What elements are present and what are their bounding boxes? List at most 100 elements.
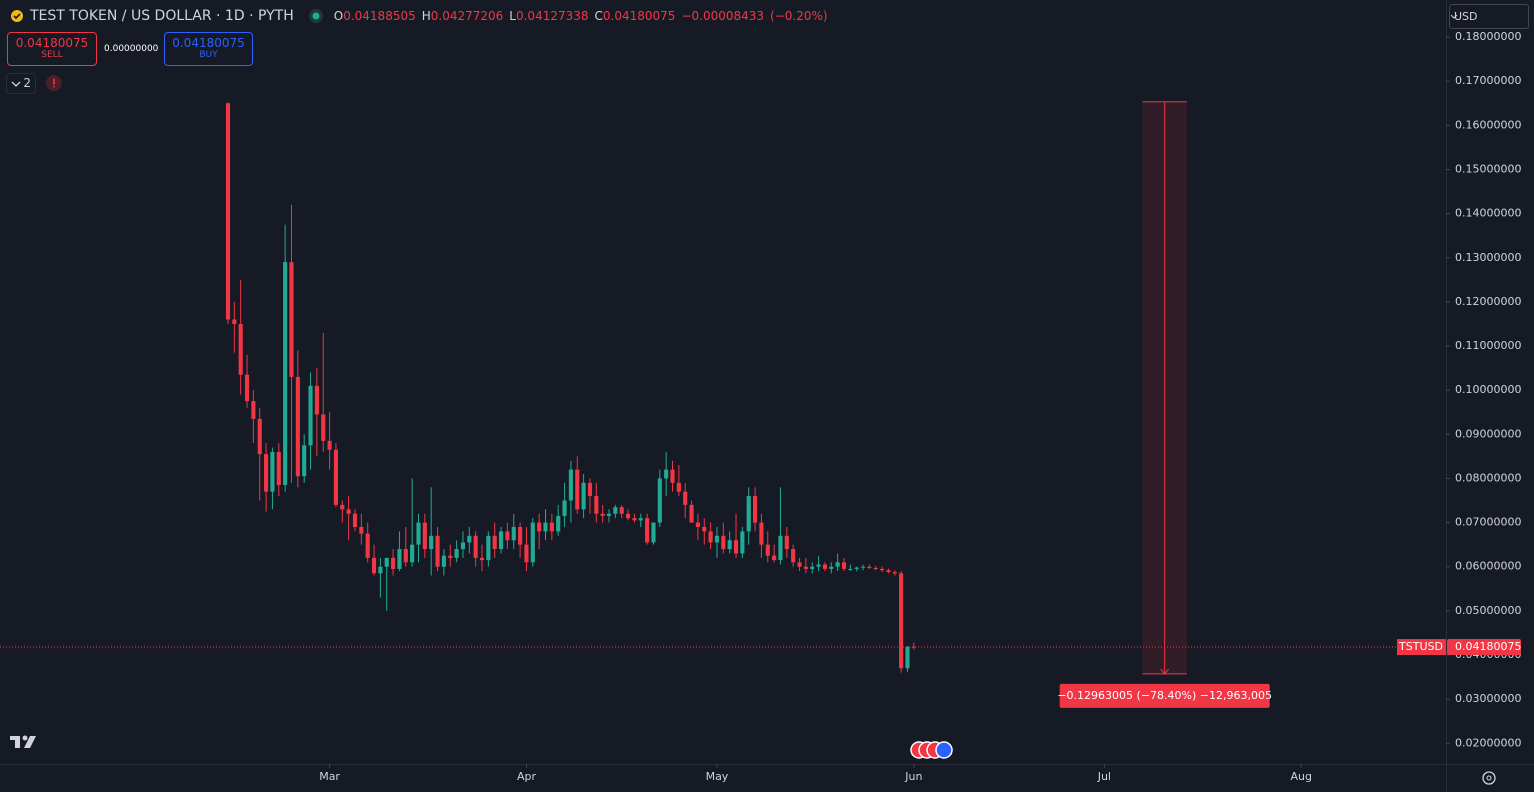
candle-body <box>473 535 478 558</box>
ohlc-open: 0.04188505 <box>343 9 416 23</box>
warning-icon[interactable] <box>46 75 62 91</box>
candle-body <box>435 535 440 567</box>
candle-body <box>911 646 916 648</box>
measure-label-bg <box>1059 683 1270 708</box>
x-tick-label: May <box>706 770 729 783</box>
candle-body <box>651 522 656 543</box>
candle-body <box>371 557 377 574</box>
candle-body <box>448 555 453 558</box>
candle-body <box>391 557 396 569</box>
y-tick-label: 0.06000000 <box>1455 560 1521 573</box>
candle-body <box>854 567 859 569</box>
candle-body <box>638 518 643 521</box>
candle-body <box>759 522 764 545</box>
y-tick-label: 0.11000000 <box>1455 339 1521 352</box>
candle-body <box>676 482 681 492</box>
candle-body <box>708 531 713 543</box>
sell-button[interactable]: 0.04180075 SELL <box>7 32 97 66</box>
candle-body <box>841 562 847 569</box>
candle-body <box>683 491 688 505</box>
measure-label: −0.12963005 (−78.40%) −12,963,005 <box>1057 689 1272 702</box>
candle-body <box>746 496 751 532</box>
y-tick-label: 0.03000000 <box>1455 692 1521 705</box>
x-tick-label: Jul <box>1097 770 1111 783</box>
candle-body <box>797 562 802 567</box>
candle-body <box>702 526 707 532</box>
candle-body <box>270 451 275 492</box>
candle-body <box>873 568 878 570</box>
candle-body <box>314 385 319 415</box>
symbol-tag-bg <box>1397 639 1446 656</box>
event-flags[interactable] <box>910 741 953 759</box>
market-status[interactable] <box>308 8 324 24</box>
candle-body <box>575 469 580 510</box>
buy-label: BUY <box>199 50 218 60</box>
candle-body <box>384 557 389 567</box>
indicators-toggle[interactable]: 2 <box>6 73 36 94</box>
candle-body <box>289 262 294 377</box>
candle-body <box>321 414 326 441</box>
candle-body <box>238 323 243 375</box>
symbol-title: TEST TOKEN / US DOLLAR · 1D · PYTH <box>30 8 294 24</box>
candle-body <box>327 440 332 450</box>
candle-body <box>518 526 523 545</box>
candle-body <box>416 522 421 545</box>
buy-button[interactable]: 0.04180075 BUY <box>164 32 253 66</box>
candle-body <box>492 535 497 550</box>
candle-body <box>549 522 554 532</box>
y-tick-label: 0.13000000 <box>1455 251 1521 264</box>
candle-body <box>822 564 827 569</box>
candle-body <box>429 535 434 550</box>
candle-body <box>333 449 339 505</box>
y-tick-label: 0.15000000 <box>1455 162 1521 175</box>
candle-body <box>816 564 821 567</box>
sell-price: 0.04180075 <box>15 36 89 50</box>
candle-body <box>581 482 586 510</box>
candle-body <box>784 535 789 550</box>
candle-body <box>905 646 910 669</box>
ohlc-high-label: H <box>421 9 431 23</box>
candle-body <box>886 570 891 573</box>
dropdown-icon <box>1450 14 1458 19</box>
x-tick-label: Aug <box>1290 770 1311 783</box>
candle-body <box>524 544 529 563</box>
candle-body <box>352 513 358 527</box>
candle-body <box>422 522 427 550</box>
y-tick-label: 0.12000000 <box>1455 295 1521 308</box>
candle-body <box>365 533 370 558</box>
candle-body <box>810 566 815 569</box>
candle-body <box>403 549 408 563</box>
ohlc-low-label: L <box>509 9 516 23</box>
currency: USD <box>1454 10 1478 23</box>
y-tick-label: 0.10000000 <box>1455 383 1521 396</box>
symbol-icon <box>11 10 23 22</box>
ohlc-close-label: C <box>594 9 603 23</box>
candle-body <box>340 504 345 510</box>
candle-body <box>714 535 720 543</box>
candle-body <box>530 522 535 563</box>
candle-body <box>283 262 288 486</box>
candle-body <box>632 518 637 521</box>
y-tick-label: 0.18000000 <box>1455 30 1521 43</box>
candle-body <box>232 319 237 324</box>
candle-body <box>264 454 269 492</box>
x-tick-label: Mar <box>319 770 340 783</box>
currency-select[interactable]: USD <box>1449 4 1529 29</box>
candle-body <box>733 540 739 554</box>
candle-body <box>848 568 853 570</box>
candle-body <box>670 469 675 483</box>
candle-body <box>251 401 256 419</box>
y-tick-label: 0.08000000 <box>1455 471 1521 484</box>
candle-body <box>543 522 548 532</box>
y-tick-label: 0.17000000 <box>1455 74 1521 87</box>
candle-body <box>606 513 612 516</box>
candle-body <box>244 374 250 402</box>
settings-icon[interactable] <box>1482 771 1496 785</box>
candle-body <box>619 507 624 514</box>
legend-header: TEST TOKEN / US DOLLAR · 1D · PYTH O 0.04… <box>10 6 828 26</box>
y-tick-label: 0.09000000 <box>1455 427 1521 440</box>
chevron-icon <box>11 81 21 87</box>
change-percent: (−0.20%) <box>770 9 828 23</box>
